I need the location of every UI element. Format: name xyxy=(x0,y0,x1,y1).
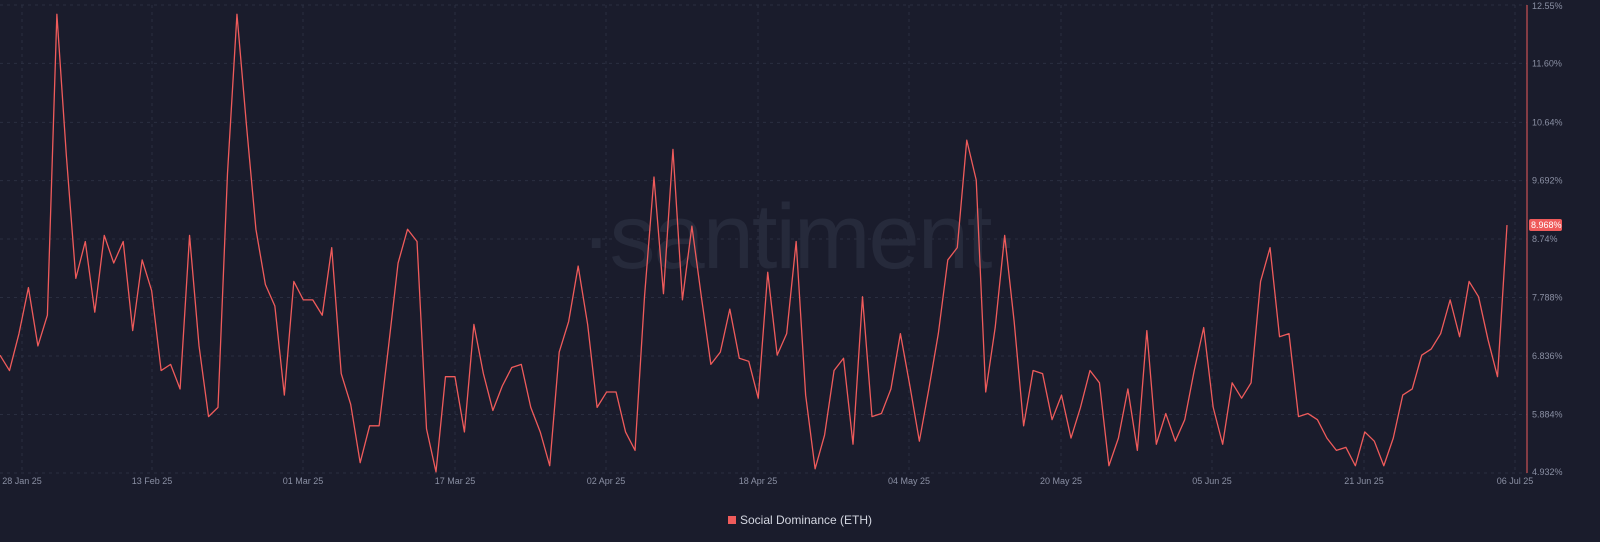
y-tick-label: 9.692% xyxy=(1532,176,1563,186)
last-value-badge xyxy=(1529,219,1562,232)
watermark: ·santiment· xyxy=(581,186,1019,288)
legend-label: Social Dominance (ETH) xyxy=(739,513,873,527)
series-layer xyxy=(0,13,1508,473)
y-tick-label: 4.932% xyxy=(1532,467,1563,477)
x-tick-label: 04 May 25 xyxy=(888,476,930,486)
y-tick-label: 6.836% xyxy=(1532,351,1563,361)
grid-layer xyxy=(0,4,1527,474)
x-tick-label: 06 Jul 25 xyxy=(1497,476,1534,486)
x-tick-label: 28 Jan 25 xyxy=(2,476,42,486)
x-tick-label: 18 Apr 25 xyxy=(739,476,778,486)
y-tick-label: 12.55% xyxy=(1532,1,1563,11)
line-chart: ·santiment· 12.55% 11.60% 10.64% 9.692% 8.74… xyxy=(0,1,1563,486)
x-tick-label: 02 Apr 25 xyxy=(587,476,626,486)
y-tick-label: 8.74% xyxy=(1532,234,1558,244)
y-tick-label: 5.884% xyxy=(1532,410,1563,420)
x-tick-label: 05 Jun 25 xyxy=(1192,476,1232,486)
y-tick-label: 11.60% xyxy=(1532,58,1562,68)
series-line-social-dominance xyxy=(0,13,1508,473)
x-tick-label: 13 Feb 25 xyxy=(132,476,173,486)
x-axis: 28 Jan 25 13 Feb 25 01 Mar 25 17 Mar 25 02 A… xyxy=(2,476,1533,486)
y-tick-label: 10.64% xyxy=(1532,117,1563,127)
x-tick-label: 01 Mar 25 xyxy=(283,476,324,486)
legend-swatch-icon xyxy=(727,516,736,524)
y-axis: 12.55% 11.60% 10.64% 9.692% 8.74% 7.788% 6.836… xyxy=(1526,1,1563,477)
x-tick-label: 21 Jun 25 xyxy=(1344,476,1384,486)
x-tick-label: 17 Mar 25 xyxy=(435,476,476,486)
last-value-badge-layer: 8.968% xyxy=(1529,219,1562,232)
last-value-label: 8.968% xyxy=(1531,220,1562,230)
legend[interactable]: Social Dominance (ETH) xyxy=(0,513,1600,527)
y-tick-label: 7.788% xyxy=(1532,293,1563,303)
x-tick-label: 20 May 25 xyxy=(1040,476,1082,486)
